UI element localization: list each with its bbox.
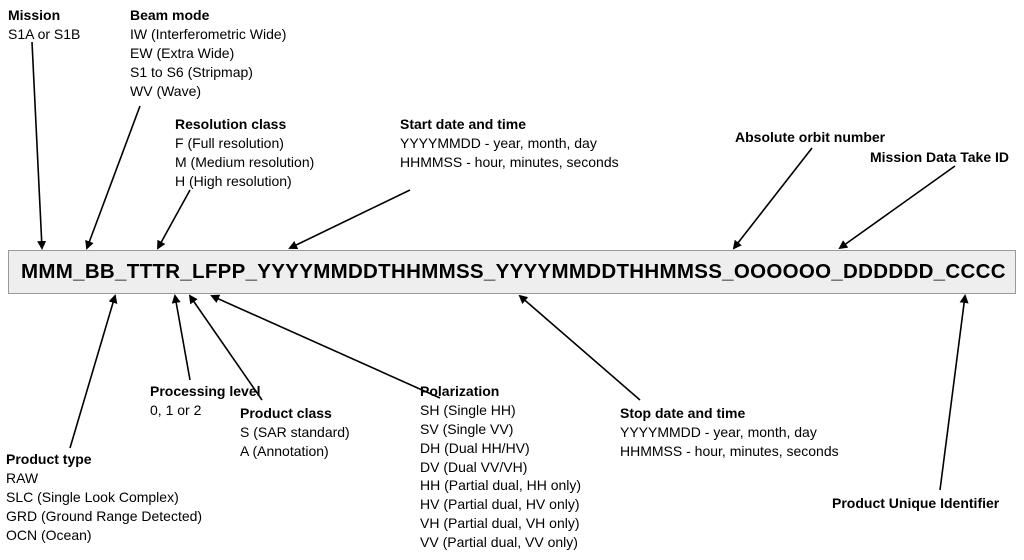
label-line: M (Medium resolution) (175, 153, 314, 172)
arrow-resolution_class (158, 190, 190, 248)
label-line: YYYYMMDD - year, month, day (620, 423, 839, 442)
label-title: Polarization (420, 382, 581, 401)
label-title: Absolute orbit number (735, 128, 885, 147)
label-title: Mission Data Take ID (870, 148, 1009, 167)
label-mission: Mission S1A or S1B (8, 6, 80, 44)
label-mission-data-take: Mission Data Take ID (870, 148, 1009, 167)
label-line: DV (Dual VV/VH) (420, 458, 581, 477)
label-title: Beam mode (130, 6, 286, 25)
label-beam-mode: Beam mode IW (Interferometric Wide) EW (… (130, 6, 286, 100)
label-absolute-orbit: Absolute orbit number (735, 128, 885, 147)
label-line: F (Full resolution) (175, 134, 314, 153)
label-line: HHMMSS - hour, minutes, seconds (400, 153, 619, 172)
label-line: SV (Single VV) (420, 420, 581, 439)
arrow-start_datetime (290, 190, 410, 248)
label-line: OCN (Ocean) (6, 526, 202, 545)
label-stop-datetime: Stop date and time YYYYMMDD - year, mont… (620, 404, 839, 461)
arrow-product_uid (940, 296, 965, 490)
label-line: HV (Partial dual, HV only) (420, 495, 581, 514)
label-line: RAW (6, 469, 202, 488)
label-title: Stop date and time (620, 404, 839, 423)
label-line: S1A or S1B (8, 25, 80, 44)
label-line: S1 to S6 (Stripmap) (130, 63, 286, 82)
label-line: DH (Dual HH/HV) (420, 439, 581, 458)
label-title: Mission (8, 6, 80, 25)
label-polarization: Polarization SH (Single HH) SV (Single V… (420, 382, 581, 552)
label-line: H (High resolution) (175, 172, 314, 191)
label-line: WV (Wave) (130, 82, 286, 101)
label-resolution-class: Resolution class F (Full resolution) M (… (175, 115, 314, 191)
label-title: Resolution class (175, 115, 314, 134)
label-line: A (Annotation) (240, 442, 350, 461)
label-line: GRD (Ground Range Detected) (6, 507, 202, 526)
label-title: Product type (6, 450, 202, 469)
label-line: S (SAR standard) (240, 423, 350, 442)
arrow-absolute_orbit (734, 148, 812, 248)
label-product-class: Product class S (SAR standard) A (Annota… (240, 404, 350, 461)
filename-format-bar: MMM_BB_TTTR_LFPP_YYYYMMDDTHHMMSS_YYYYMMD… (8, 250, 1016, 294)
label-start-datetime: Start date and time YYYYMMDD - year, mon… (400, 115, 619, 172)
label-line: VH (Partial dual, VH only) (420, 514, 581, 533)
arrow-mission (32, 42, 42, 248)
arrow-beam_mode (87, 106, 140, 248)
arrow-mission_data_take (840, 166, 955, 248)
label-line: YYYYMMDD - year, month, day (400, 134, 619, 153)
label-line: VV (Partial dual, VV only) (420, 533, 581, 552)
label-title: Start date and time (400, 115, 619, 134)
label-line: IW (Interferometric Wide) (130, 25, 286, 44)
label-line: HHMMSS - hour, minutes, seconds (620, 442, 839, 461)
arrow-product_type (70, 296, 115, 448)
label-product-uid: Product Unique Identifier (832, 494, 999, 513)
label-line: EW (Extra Wide) (130, 44, 286, 63)
filename-format-string: MMM_BB_TTTR_LFPP_YYYYMMDDTHHMMSS_YYYYMMD… (21, 260, 1006, 284)
arrow-processing_level (175, 296, 190, 380)
label-line: SH (Single HH) (420, 401, 581, 420)
label-title: Product Unique Identifier (832, 494, 999, 513)
label-title: Product class (240, 404, 350, 423)
label-title: Processing level (150, 382, 261, 401)
label-line: SLC (Single Look Complex) (6, 488, 202, 507)
label-line: HH (Partial dual, HH only) (420, 476, 581, 495)
label-product-type: Product type RAW SLC (Single Look Comple… (6, 450, 202, 544)
